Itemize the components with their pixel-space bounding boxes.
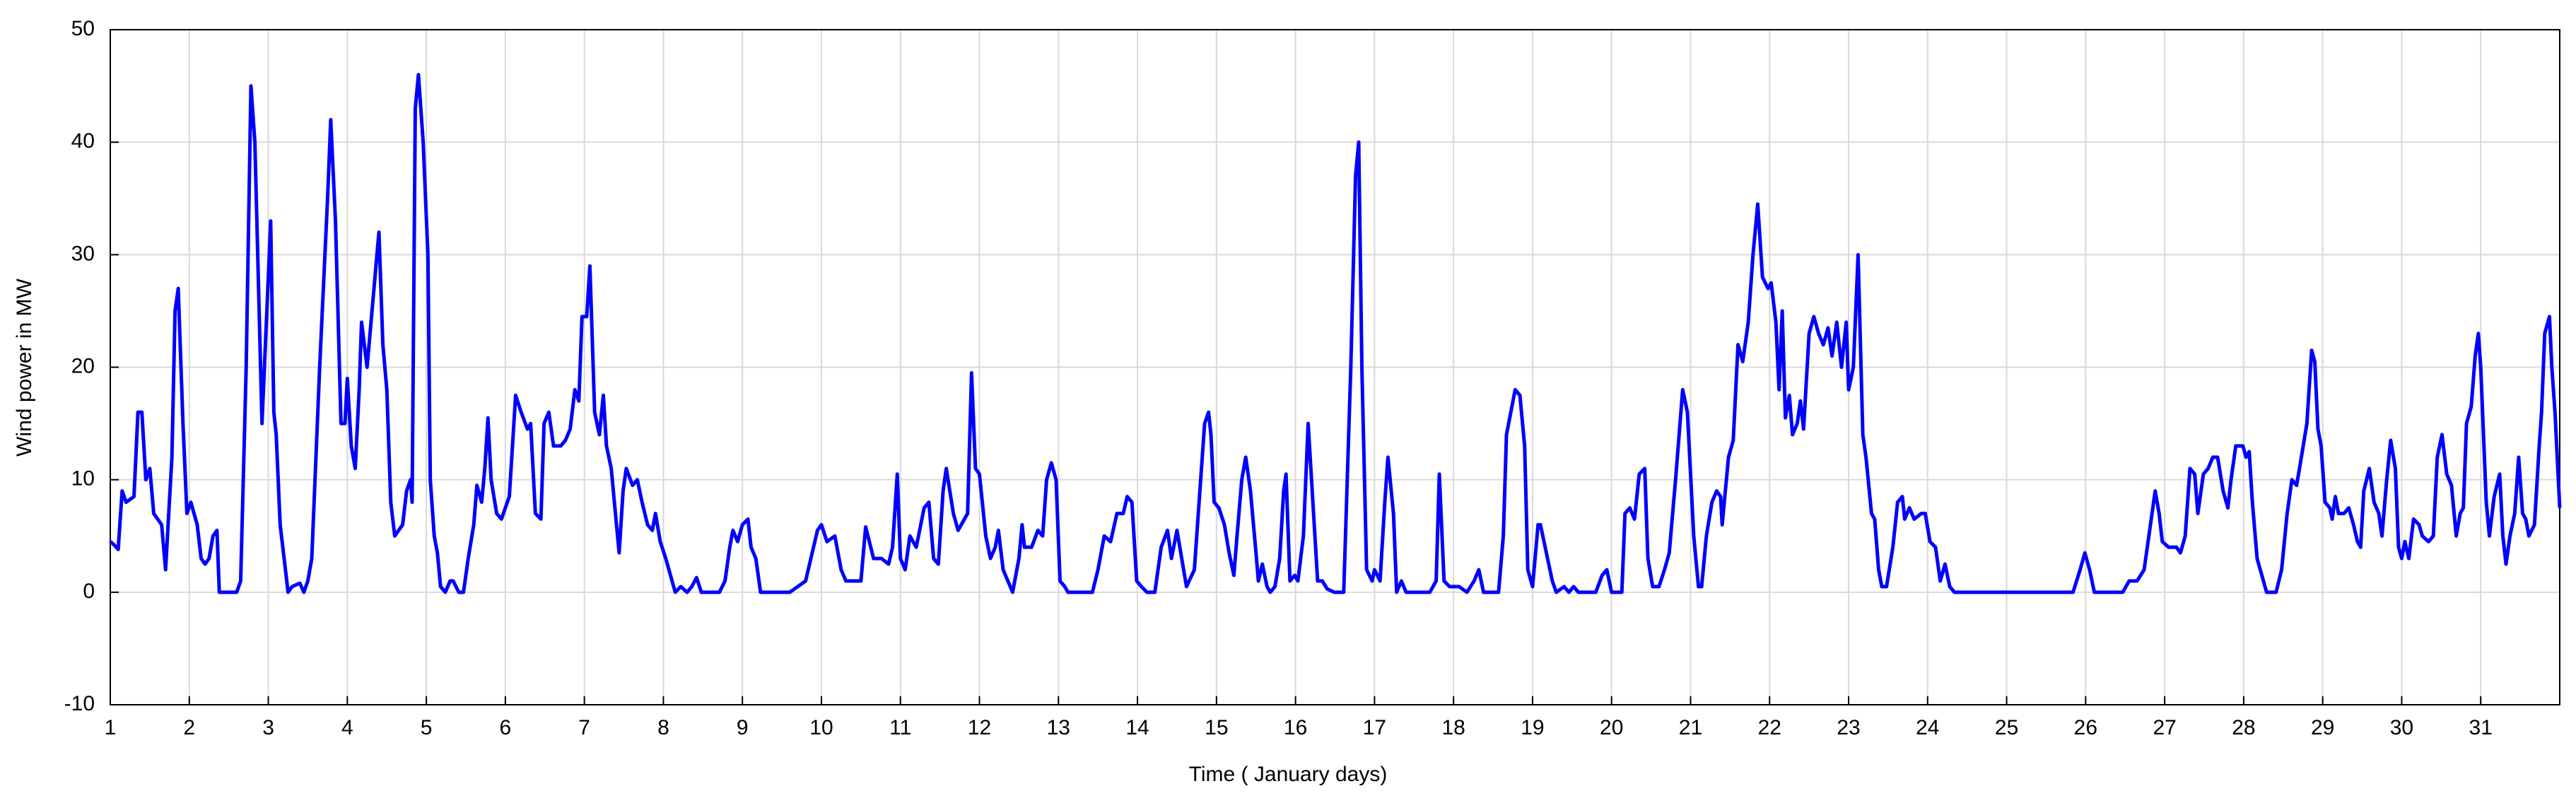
- x-tick-label: 10: [809, 716, 833, 739]
- x-tick-label: 11: [889, 716, 911, 739]
- x-tick-label: 4: [341, 716, 353, 739]
- x-axis-label: Time ( January days): [1189, 763, 1388, 786]
- y-tick-label: 0: [83, 580, 95, 603]
- x-tick-label: 24: [1916, 716, 1939, 739]
- y-tick-label: 10: [71, 467, 95, 491]
- x-tick-label: 12: [968, 716, 991, 739]
- x-tick-label: 18: [1441, 716, 1465, 739]
- y-tick-label: 30: [71, 242, 95, 265]
- x-tick-label: 13: [1047, 716, 1070, 739]
- x-tick-label: 23: [1837, 716, 1860, 739]
- x-tick-label: 8: [657, 716, 669, 739]
- x-tick-label: 29: [2311, 716, 2334, 739]
- x-tick-label: 16: [1284, 716, 1307, 739]
- x-tick-label: 5: [421, 716, 433, 739]
- x-tick-label: 19: [1521, 716, 1544, 739]
- x-tick-label: 25: [1995, 716, 2018, 739]
- plot-frame: [110, 29, 2560, 705]
- x-tick-label: 15: [1205, 716, 1228, 739]
- x-tick-label: 21: [1679, 716, 1702, 739]
- x-tick-label: 3: [262, 716, 274, 739]
- data-line: [109, 73, 2562, 594]
- x-tick-label: 6: [500, 716, 512, 739]
- x-tick-label: 14: [1125, 716, 1149, 739]
- x-tick-label: 27: [2153, 716, 2176, 739]
- y-axis-label: Wind power in MW: [13, 278, 36, 456]
- x-tick-label: 2: [183, 716, 195, 739]
- y-tick-label: 20: [71, 354, 95, 377]
- x-tick-label: 7: [578, 716, 590, 739]
- y-tick-label: 50: [71, 17, 95, 40]
- x-tick-label: 20: [1600, 716, 1623, 739]
- x-tick-label: 22: [1758, 716, 1781, 739]
- x-tick-label: 31: [2469, 716, 2493, 739]
- x-tick-label: 17: [1363, 716, 1386, 739]
- x-tick-label: 9: [737, 716, 749, 739]
- x-tick-label: 26: [2074, 716, 2097, 739]
- y-tick-label: -10: [64, 692, 95, 715]
- x-tick-label: 1: [105, 716, 117, 739]
- y-tick-label: 40: [71, 129, 95, 153]
- x-tick-label: 28: [2232, 716, 2255, 739]
- x-tick-label: 30: [2390, 716, 2413, 739]
